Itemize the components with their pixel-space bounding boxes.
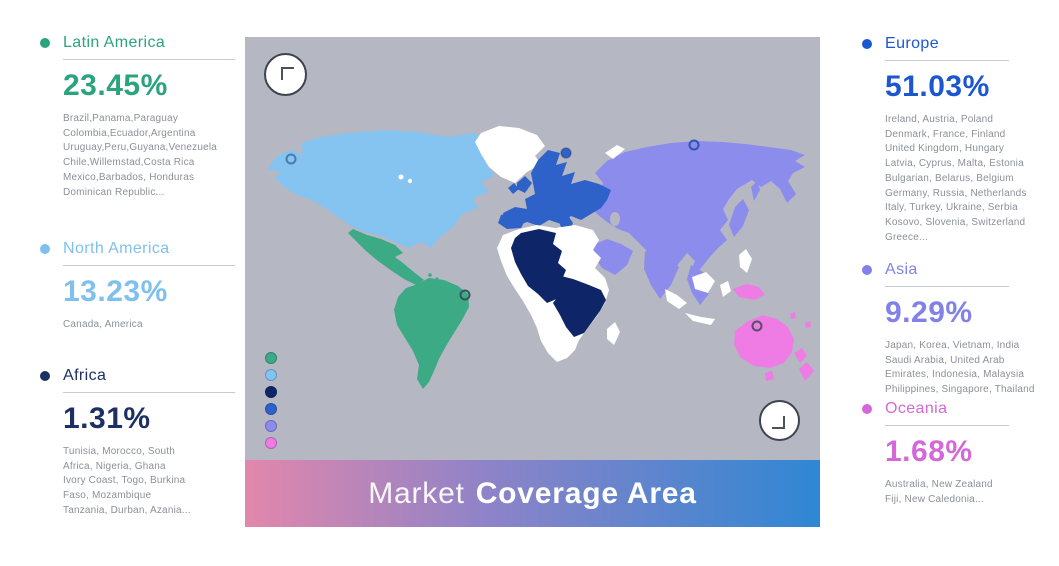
- divider: [63, 392, 235, 393]
- south-america: [394, 278, 469, 389]
- region-header: Asia: [862, 261, 1035, 279]
- region-bullet-icon: [40, 371, 50, 381]
- world-map: [267, 126, 814, 389]
- region-title: Africa: [63, 367, 107, 384]
- region-title: Latin America: [63, 34, 166, 51]
- lake-icon: [407, 178, 413, 184]
- new-zealand-north: [794, 348, 807, 363]
- region-header: North America: [40, 240, 235, 258]
- divider: [63, 59, 235, 60]
- map-marker-australia: [751, 320, 763, 332]
- region-title: Europe: [885, 35, 939, 52]
- philippines: [739, 249, 752, 273]
- mexico-central-america: [348, 229, 424, 285]
- greenland: [475, 126, 545, 183]
- map-marker-brazil: [459, 289, 471, 301]
- map-legend: [265, 352, 277, 449]
- lake-icon: [398, 174, 404, 180]
- region-bullet-icon: [862, 265, 872, 275]
- arctic-island: [605, 145, 625, 159]
- legend-dot-europe: [265, 403, 277, 415]
- region-countries: Brazil,Panama,Paraguay Colombia,Ecuador,…: [63, 113, 218, 198]
- region-bullet-icon: [862, 404, 872, 414]
- madagascar: [607, 322, 620, 345]
- region-bullet-icon: [862, 39, 872, 49]
- map-marker-africa: [548, 261, 558, 271]
- region-countries: Japan, Korea, Vietnam, India Saudi Arabi…: [885, 340, 1035, 396]
- ireland: [508, 183, 519, 194]
- tasmania: [765, 371, 774, 381]
- arabia: [593, 239, 633, 275]
- region-percentage: 9.29%: [885, 296, 973, 329]
- region-countries: Australia, New Zealand Fiji, New Caledon…: [885, 479, 993, 505]
- banner-title-light: Market: [368, 476, 465, 510]
- japan: [729, 199, 749, 237]
- region-countries: Ireland, Austria, Poland Denmark, France…: [885, 114, 1027, 243]
- region-percentage: 23.45%: [63, 69, 168, 102]
- caribbean-island: [428, 273, 432, 277]
- region-countries: Canada, America: [63, 319, 143, 330]
- region-percentage: 1.31%: [63, 402, 151, 435]
- divider: [885, 286, 1009, 287]
- india: [644, 251, 679, 299]
- crop-corner-bottom-right-icon: [759, 400, 800, 441]
- region-card-africa: Africa 1.31% Tunisia, Morocco, South Afr…: [40, 367, 235, 519]
- region-title: North America: [63, 240, 170, 257]
- continent-asia: [586, 141, 805, 276]
- region-countries: Tunisia, Morocco, South Africa, Nigeria,…: [63, 446, 191, 516]
- legend-dot-oceania: [265, 437, 277, 449]
- divider: [885, 425, 1009, 426]
- africa-covered-central-east: [553, 275, 606, 337]
- iberia: [498, 211, 527, 229]
- caspian-sea: [610, 212, 620, 226]
- sulawesi: [720, 281, 731, 297]
- legend-dot-asia: [265, 420, 277, 432]
- region-title: Oceania: [885, 400, 948, 417]
- fiji: [805, 321, 811, 328]
- australia: [734, 315, 794, 368]
- continent-north-america: [267, 130, 497, 248]
- region-header: Europe: [862, 35, 1027, 53]
- region-card-north-america: North America 13.23% Canada, America: [40, 240, 235, 333]
- legend-dot-north-america: [265, 369, 277, 381]
- region-percentage: 13.23%: [63, 275, 168, 308]
- legend-dot-africa: [265, 386, 277, 398]
- banner: Market Coverage Area: [245, 460, 820, 527]
- corner-bracket-icon: [771, 415, 785, 429]
- sumatra: [665, 289, 687, 309]
- sakhalin: [751, 181, 760, 201]
- region-card-latin-america: Latin America 23.45% Brazil,Panama,Parag…: [40, 34, 235, 200]
- region-title: Asia: [885, 261, 918, 278]
- region-header: Africa: [40, 367, 235, 385]
- region-header: Oceania: [862, 400, 1009, 418]
- new-caledonia: [790, 312, 796, 319]
- banner-title-bold: Coverage Area: [475, 476, 697, 510]
- caribbean-island: [435, 277, 439, 281]
- crop-corner-top-left-icon: [264, 53, 307, 96]
- region-bullet-icon: [40, 38, 50, 48]
- java: [685, 313, 715, 325]
- region-percentage: 51.03%: [885, 70, 990, 103]
- map-marker-alaska: [285, 153, 297, 165]
- new-zealand-south: [799, 362, 814, 381]
- divider: [63, 265, 235, 266]
- united-kingdom: [517, 176, 532, 193]
- new-guinea: [733, 284, 765, 300]
- region-card-europe: Europe 51.03% Ireland, Austria, Poland D…: [862, 35, 1027, 245]
- region-percentage: 1.68%: [885, 435, 973, 468]
- borneo: [692, 272, 715, 293]
- corner-bracket-icon: [280, 66, 294, 80]
- map-marker-norway: [560, 147, 572, 159]
- map-marker-russia: [688, 139, 700, 151]
- divider: [885, 60, 1009, 61]
- region-card-asia: Asia 9.29% Japan, Korea, Vietnam, India …: [862, 261, 1035, 398]
- continent-europe: [503, 150, 611, 226]
- legend-dot-latin-america: [265, 352, 277, 364]
- region-card-oceania: Oceania 1.68% Australia, New Zealand Fij…: [862, 400, 1009, 507]
- region-header: Latin America: [40, 34, 235, 52]
- region-bullet-icon: [40, 244, 50, 254]
- map-panel: Market Coverage Area: [245, 37, 820, 527]
